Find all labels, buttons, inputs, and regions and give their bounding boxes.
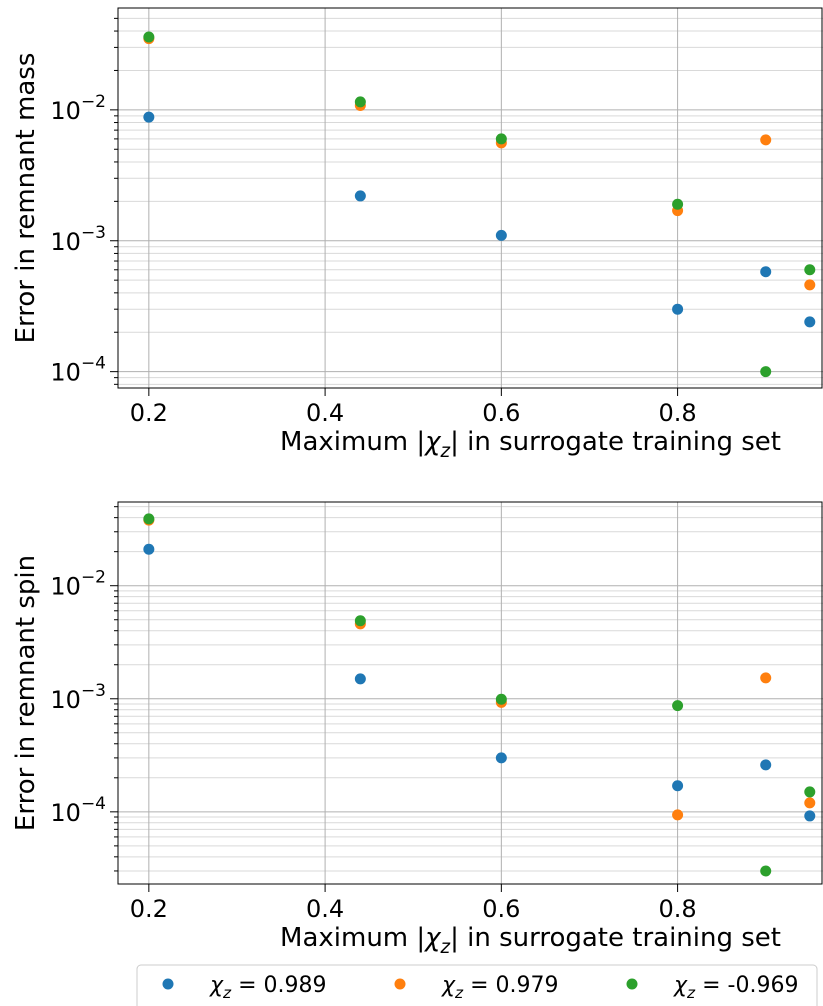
data-point	[760, 865, 772, 877]
data-point	[495, 752, 507, 764]
y-axis-label: Error in remnant spin	[11, 555, 41, 831]
data-point	[495, 229, 507, 241]
data-point	[804, 797, 816, 809]
data-point	[354, 673, 366, 685]
data-point	[354, 615, 366, 627]
grid	[118, 8, 823, 388]
data-point	[354, 96, 366, 108]
legend-label: χz = -0.969	[673, 973, 798, 1002]
y-tick-label: 10−3	[50, 681, 106, 714]
data-point	[760, 672, 772, 684]
data-point	[804, 316, 816, 328]
legend-label: χz = 0.989	[209, 973, 327, 1002]
data-point	[804, 786, 816, 798]
axes-frame	[117, 501, 823, 885]
y-axis-label: Error in remnant mass	[11, 53, 41, 344]
data-point	[495, 133, 507, 145]
series-1	[143, 111, 816, 328]
x-tick-label: 0.6	[482, 399, 520, 427]
data-point	[672, 780, 684, 792]
axes-frame	[117, 7, 823, 389]
y-tick-label: 10−2	[50, 568, 106, 601]
grid	[118, 502, 823, 884]
legend-marker	[394, 978, 406, 990]
series-2	[143, 514, 816, 821]
legend-marker	[162, 978, 174, 990]
data-point	[354, 190, 366, 202]
data-point	[672, 303, 684, 315]
x-tick-label: 0.4	[306, 895, 344, 923]
y-tick-label: 10−3	[50, 223, 106, 256]
legend: χz = 0.989 χz = 0.979 χz = -0.969	[136, 964, 818, 1006]
x-tick-label: 0.2	[130, 399, 168, 427]
x-axis-label: Maximum |χz| in surrogate training set	[280, 923, 781, 958]
data-point	[672, 700, 684, 712]
data-point	[760, 266, 772, 278]
y-tick-label: 10−4	[50, 794, 106, 827]
x-tick-label: 0.2	[130, 895, 168, 923]
legend-box	[136, 964, 818, 1006]
legend-marker	[626, 978, 638, 990]
x-tick-label: 0.6	[482, 895, 520, 923]
data-point	[804, 279, 816, 291]
y-tick-label: 10−4	[50, 354, 106, 387]
x-tick-label: 0.4	[306, 399, 344, 427]
data-point	[495, 693, 507, 705]
data-point	[760, 759, 772, 771]
data-point	[804, 264, 816, 276]
data-point	[804, 810, 816, 822]
series-3	[143, 31, 816, 378]
data-point	[760, 366, 772, 378]
x-axis-label: Maximum |χz| in surrogate training set	[280, 427, 781, 462]
series-1	[143, 543, 816, 822]
x-tick-label: 0.8	[659, 895, 697, 923]
x-tick-label: 0.8	[659, 399, 697, 427]
data-point	[143, 513, 155, 525]
y-tick-label: 10−2	[50, 92, 106, 125]
data-point	[143, 543, 155, 555]
data-point	[143, 31, 155, 43]
legend-label: χz = 0.979	[441, 973, 559, 1002]
series-3	[143, 513, 816, 877]
data-point	[143, 111, 155, 123]
data-point	[672, 809, 684, 821]
data-point	[672, 198, 684, 210]
data-point	[760, 134, 772, 146]
